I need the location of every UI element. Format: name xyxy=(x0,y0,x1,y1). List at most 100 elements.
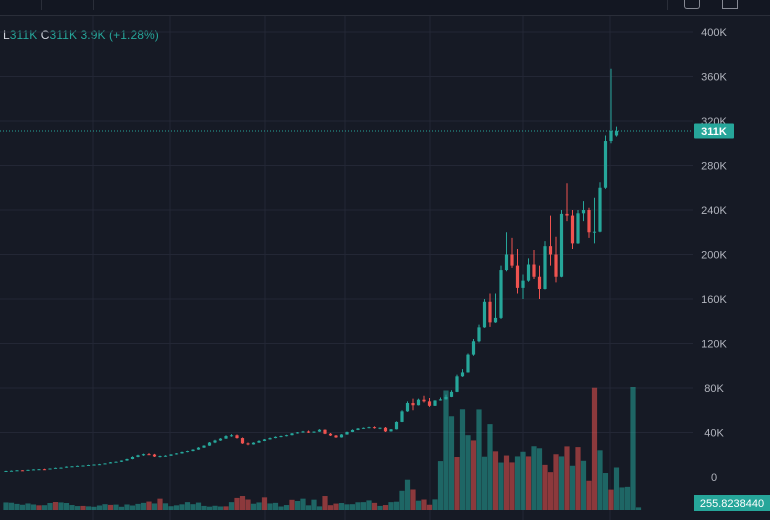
volume-bar xyxy=(283,505,290,510)
volume-bar xyxy=(399,490,405,510)
camera-icon[interactable] xyxy=(684,0,700,9)
candle-body xyxy=(257,440,261,443)
y-tick-label: 160K xyxy=(701,294,727,306)
volume-bar xyxy=(135,503,141,510)
candle-body xyxy=(328,433,333,436)
volume-bar xyxy=(3,502,9,510)
candle-body xyxy=(130,456,135,459)
candle-body xyxy=(444,396,448,400)
volume-bar xyxy=(437,461,444,510)
volume-bar xyxy=(564,446,570,510)
candle-body xyxy=(416,399,421,406)
candle-body xyxy=(378,427,382,429)
volume-bar xyxy=(201,505,207,510)
candle-body xyxy=(306,431,311,433)
volume-bar xyxy=(30,504,37,510)
volume-bar xyxy=(91,506,97,510)
volume-bar xyxy=(146,501,152,510)
volume-bar xyxy=(96,505,103,510)
fullscreen-icon[interactable] xyxy=(722,0,738,9)
candle-body xyxy=(532,264,536,277)
candle-body xyxy=(235,435,239,439)
volume-bar xyxy=(426,504,433,510)
candle-body xyxy=(598,187,602,232)
candle-body xyxy=(290,433,294,436)
candle-body xyxy=(405,403,410,412)
volume-bar xyxy=(476,409,482,510)
candle-body xyxy=(163,455,168,457)
volume-bar xyxy=(349,504,356,510)
volume-bar xyxy=(173,505,180,510)
candle-body xyxy=(614,131,619,136)
candle-body xyxy=(515,265,520,288)
candle-body xyxy=(576,213,580,244)
candle-body xyxy=(477,327,481,342)
candle-body xyxy=(312,431,316,433)
volume-bar xyxy=(256,502,262,510)
candle-body xyxy=(42,469,47,471)
candle-body xyxy=(581,210,586,214)
volume-bar xyxy=(470,440,477,510)
volume-bar xyxy=(492,451,499,510)
candle-body xyxy=(119,460,124,462)
last-price-tag-text: 311K xyxy=(701,126,727,138)
candle-body xyxy=(603,141,608,188)
candle-body xyxy=(185,451,190,453)
volume-bar xyxy=(333,503,339,510)
volume-bar xyxy=(377,505,383,510)
top-toolbar xyxy=(0,0,770,16)
candle-body xyxy=(9,470,14,472)
candle-body xyxy=(543,246,547,289)
candle-body xyxy=(394,421,399,430)
y-tick-label: 200K xyxy=(701,250,727,262)
volume-bar xyxy=(261,497,268,510)
candle-body xyxy=(152,454,157,457)
candle-body xyxy=(559,213,564,277)
candle-body xyxy=(295,432,300,434)
candle-body xyxy=(383,427,388,432)
candle-body xyxy=(609,131,613,142)
candle-body xyxy=(48,468,52,470)
volume-bar xyxy=(305,505,312,510)
volume-bar xyxy=(569,465,576,510)
candle-body xyxy=(537,276,542,289)
volume-bar xyxy=(454,457,460,510)
volume-bar xyxy=(245,499,251,510)
volume-bar xyxy=(190,504,196,510)
candle-body xyxy=(389,429,393,432)
candle-body xyxy=(510,254,514,266)
volume-bar xyxy=(162,503,169,510)
volume-bar xyxy=(509,462,515,510)
volume-bar xyxy=(481,456,488,510)
volume-bar xyxy=(118,506,125,510)
volume-bar xyxy=(157,498,163,510)
volume-bar xyxy=(250,503,257,510)
candle-body xyxy=(213,440,217,443)
volume-bar xyxy=(322,496,328,510)
volume-bar xyxy=(382,505,389,510)
candle-body xyxy=(554,254,558,277)
volume-bar xyxy=(591,387,598,510)
volume-bar xyxy=(553,454,559,510)
candle-body xyxy=(174,453,179,455)
volume-bar xyxy=(129,505,136,510)
candle-body xyxy=(31,469,36,471)
volume-bar xyxy=(19,504,26,510)
volume-bar xyxy=(168,506,174,510)
volume-bar xyxy=(80,505,86,510)
volume-bar xyxy=(360,502,367,510)
toolbar-separator xyxy=(667,0,668,10)
candle-body xyxy=(317,429,322,432)
candle-body xyxy=(592,231,597,233)
candle-body xyxy=(141,454,146,456)
candle-body xyxy=(422,399,426,402)
volume-bar xyxy=(195,502,202,510)
candle-body xyxy=(147,454,151,456)
volume-bar xyxy=(613,467,620,510)
volume-bar xyxy=(338,503,345,510)
candle-body xyxy=(273,436,278,439)
candle-body xyxy=(37,469,41,471)
volume-bar xyxy=(36,505,42,510)
volume-bar xyxy=(388,502,394,510)
